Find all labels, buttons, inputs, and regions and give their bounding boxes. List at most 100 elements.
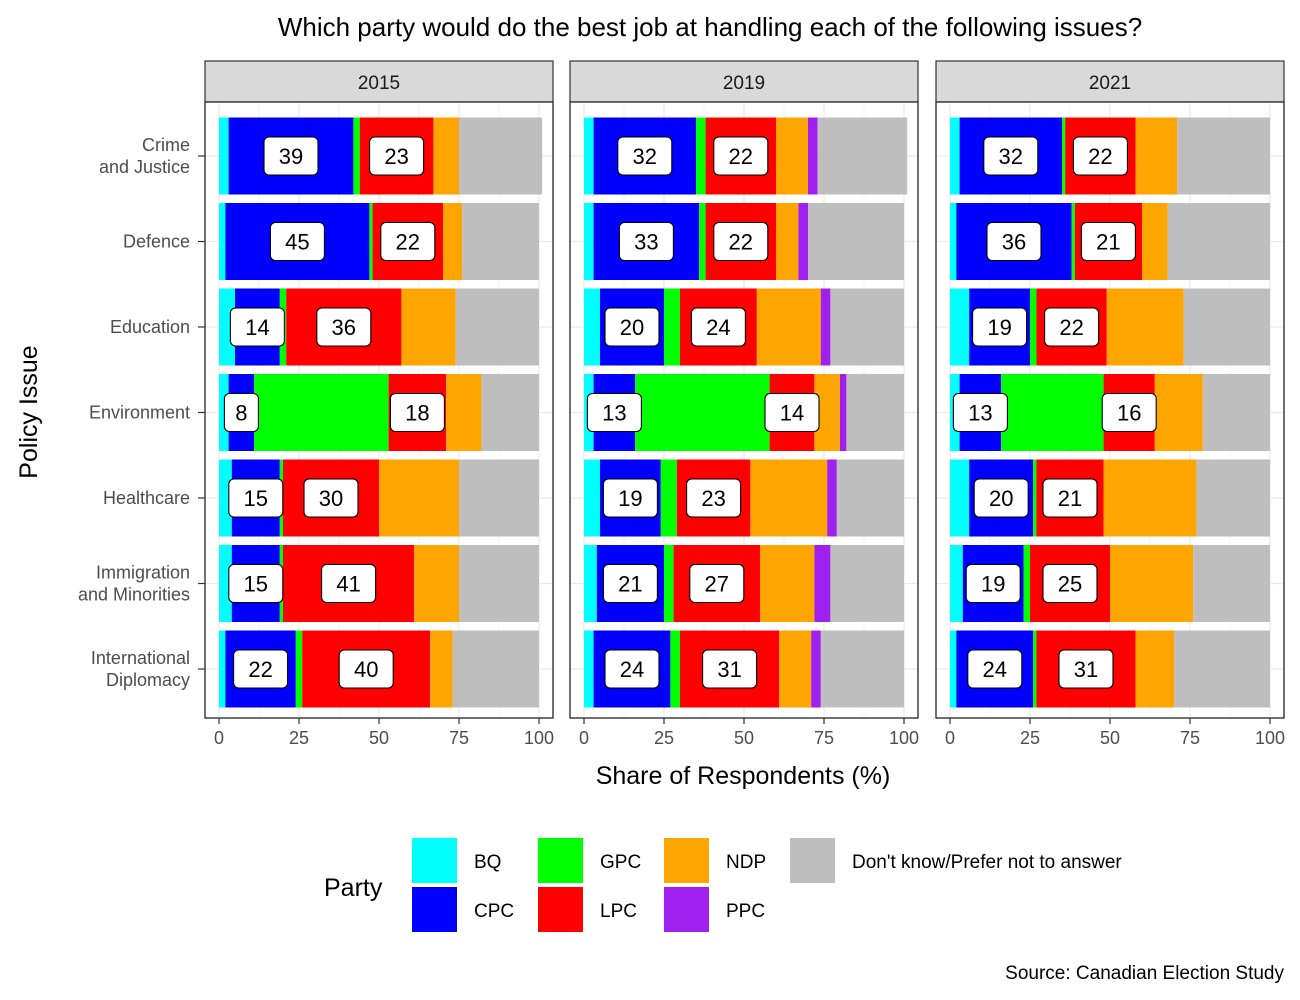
- legend-swatch: [412, 838, 457, 883]
- x-tick-label: 100: [889, 728, 919, 748]
- bar-segment-bq: [950, 288, 970, 366]
- y-tick-label-line: and Minorities: [78, 585, 190, 605]
- data-label: 18: [405, 401, 429, 426]
- legend-title: Party: [324, 874, 383, 902]
- y-tick-label-line: Defence: [123, 232, 190, 252]
- strip-label: 2019: [723, 73, 765, 94]
- bar-segment-ndp: [1103, 459, 1197, 537]
- bar-segment-dk: [459, 459, 539, 537]
- bar-segment-ndp: [401, 288, 456, 366]
- data-label-box: [972, 307, 1028, 347]
- bar-segment-dk: [452, 630, 539, 708]
- legend-item-bq: BQ: [412, 838, 501, 883]
- bar-segment-ndp: [414, 545, 459, 622]
- y-tick-label-line: Diplomacy: [106, 670, 190, 690]
- bar-stack: 36 21: [950, 203, 1270, 280]
- bar-segment-dk: [808, 203, 904, 280]
- bar-segment-dk: [459, 117, 543, 195]
- bar-segment-ndp: [1154, 374, 1203, 451]
- legend-label: GPC: [600, 852, 641, 873]
- data-label: 23: [384, 144, 408, 169]
- data-label-box: [965, 563, 1021, 604]
- bar-segment-gpc: [696, 117, 706, 195]
- data-label-box: [1042, 478, 1098, 518]
- bar-segment-dk: [455, 288, 539, 366]
- legend-swatch: [538, 887, 583, 932]
- bar-segment-dk: [1177, 117, 1270, 195]
- legend-label: PPC: [726, 901, 765, 922]
- legend-item-ppc: PPC: [664, 887, 765, 932]
- data-label-box: [228, 563, 284, 604]
- y-tick-label-line: Crime: [142, 135, 190, 155]
- bar-segment-dk: [1167, 203, 1270, 280]
- bar-segment-bq: [584, 288, 600, 366]
- bar-stack: 15 41: [219, 545, 539, 622]
- data-label: 22: [1088, 144, 1112, 169]
- bar-segment-gpc: [664, 288, 680, 366]
- bar-segment-bq: [950, 630, 957, 708]
- legend-label: BQ: [474, 852, 501, 873]
- x-axis-title: Share of Respondents (%): [596, 762, 891, 790]
- bar-segment-ppc: [808, 117, 818, 195]
- data-label-box: [269, 221, 325, 262]
- data-label: 31: [1074, 657, 1098, 682]
- legend-item-gpc: GPC: [538, 838, 641, 883]
- y-tick-label: International Diplomacy: [91, 648, 190, 690]
- bar-segment-ndp: [760, 545, 815, 622]
- data-label-box: [321, 563, 377, 604]
- bar-segment-dk: [481, 374, 539, 451]
- bar-segment-ndp: [1106, 288, 1184, 366]
- data-label-box: [618, 221, 674, 262]
- bar-segment-ppc: [827, 459, 837, 537]
- bar-segment-gpc: [1001, 374, 1104, 451]
- data-label-box: [690, 307, 746, 347]
- bar-segment-bq: [219, 288, 235, 366]
- caption: Source: Canadian Election Study: [1005, 963, 1284, 984]
- bar-segment-ppc: [814, 545, 831, 622]
- y-tick-label: Immigration and Minorities: [78, 563, 190, 605]
- bar-segment-bq: [584, 630, 594, 708]
- strip-background: [204, 60, 554, 103]
- data-label: 21: [1058, 486, 1082, 511]
- legend-label: CPC: [474, 901, 514, 922]
- data-label: 22: [396, 230, 420, 255]
- bar-stack: 39 23: [219, 117, 543, 195]
- data-label-box: [686, 478, 742, 518]
- bar-segment-ppc: [820, 288, 831, 366]
- bar-segment-bq: [219, 117, 229, 195]
- data-label-box: [1058, 649, 1114, 689]
- data-label-box: [973, 478, 1029, 518]
- bar-segment-dk: [1196, 459, 1270, 537]
- data-label-box: [689, 563, 745, 604]
- data-label: 15: [244, 572, 268, 597]
- data-label-box: [1044, 307, 1100, 347]
- bar-segment-ndp: [1110, 545, 1194, 622]
- x-tick-label: 75: [1180, 728, 1200, 748]
- legend-item-ndp: NDP: [664, 838, 766, 883]
- data-label: 24: [620, 657, 644, 682]
- bar-stack: 24 31: [950, 630, 1270, 708]
- bar-segment-dk: [1174, 630, 1270, 708]
- data-label-box: [233, 649, 289, 689]
- bar-segment-bq: [219, 630, 226, 708]
- bar-segment-dk: [817, 117, 908, 195]
- legend-label: LPC: [600, 901, 637, 922]
- data-label-box: [764, 392, 820, 433]
- y-tick-label: Education: [110, 317, 190, 337]
- x-tick-label: 0: [214, 728, 224, 748]
- data-label: 13: [968, 401, 992, 426]
- data-label: 33: [634, 230, 658, 255]
- bar-segment-dk: [836, 459, 904, 537]
- x-tick-label: 50: [369, 728, 389, 748]
- bar-segment-dk: [820, 630, 904, 708]
- data-label: 22: [729, 144, 753, 169]
- bar-segment-dk: [830, 288, 904, 366]
- data-label: 36: [332, 315, 356, 340]
- x-tick-label: 50: [734, 728, 754, 748]
- y-tick-label: Environment: [89, 403, 190, 423]
- bar-segment-dk: [1202, 374, 1270, 451]
- data-label: 22: [1059, 315, 1083, 340]
- bar-segment-bq: [219, 545, 232, 622]
